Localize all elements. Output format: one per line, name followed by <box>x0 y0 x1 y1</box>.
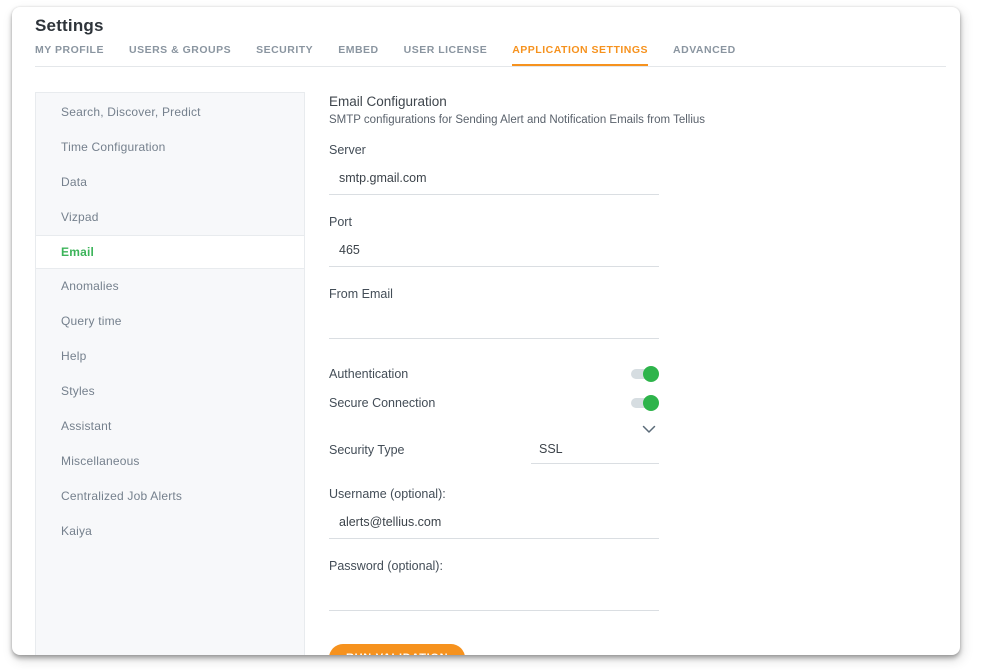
password-input[interactable] <box>329 575 659 611</box>
secure-connection-row: Secure Connection <box>329 388 659 417</box>
tab-application-settings[interactable]: APPLICATION SETTINGS <box>512 42 648 66</box>
settings-body: Search, Discover, Predict Time Configura… <box>12 67 960 655</box>
tab-security[interactable]: SECURITY <box>256 44 314 56</box>
port-label: Port <box>329 215 352 229</box>
authentication-toggle[interactable] <box>631 365 659 382</box>
security-type-label: Security Type <box>329 443 405 457</box>
secure-connection-toggle[interactable] <box>631 394 659 411</box>
sidebar: Search, Discover, Predict Time Configura… <box>35 92 305 655</box>
sidebar-item-vizpad[interactable]: Vizpad <box>61 210 99 224</box>
sidebar-item-data[interactable]: Data <box>61 175 88 189</box>
sidebar-item-time-configuration[interactable]: Time Configuration <box>61 140 166 154</box>
username-input[interactable] <box>329 503 659 539</box>
tab-my-profile[interactable]: MY PROFILE <box>35 44 104 56</box>
authentication-label: Authentication <box>329 366 409 381</box>
sidebar-item-centralized-job-alerts[interactable]: Centralized Job Alerts <box>61 489 183 503</box>
run-validation-button[interactable]: RUN VALIDATION <box>329 644 466 655</box>
from-email-field-group: From Email <box>329 287 659 339</box>
toggle-knob <box>643 365 659 382</box>
server-field-group: Server <box>329 143 659 195</box>
tab-users-groups[interactable]: USERS & GROUPS <box>128 44 232 56</box>
section-subtitle: SMTP configurations for Sending Alert an… <box>329 114 706 126</box>
page-title: Settings <box>35 16 104 35</box>
chevron-down-icon[interactable] <box>642 425 656 434</box>
password-field-group: Password (optional): <box>329 559 659 611</box>
sidebar-item-help[interactable]: Help <box>61 349 87 363</box>
secure-connection-label: Secure Connection <box>329 395 436 410</box>
sidebar-item-miscellaneous[interactable]: Miscellaneous <box>61 454 140 468</box>
tab-embed[interactable]: EMBED <box>338 44 379 56</box>
tab-advanced[interactable]: ADVANCED <box>673 44 736 56</box>
security-type-value: SSL <box>539 442 563 456</box>
tab-user-license[interactable]: USER LICENSE <box>403 44 488 56</box>
username-field-group: Username (optional): <box>329 487 659 539</box>
from-email-label: From Email <box>329 287 393 301</box>
toggle-knob <box>643 394 659 411</box>
from-email-input[interactable] <box>329 303 659 339</box>
security-type-select[interactable]: SSL <box>531 425 659 464</box>
sidebar-item-anomalies[interactable]: Anomalies <box>61 279 119 293</box>
sidebar-item-assistant[interactable]: Assistant <box>61 419 112 433</box>
sidebar-item-query-time[interactable]: Query time <box>61 314 122 328</box>
sidebar-item-styles[interactable]: Styles <box>61 384 95 398</box>
sidebar-item-kaiya[interactable]: Kaiya <box>61 524 93 538</box>
server-label: Server <box>329 143 366 157</box>
tab-bar: MY PROFILE USERS & GROUPS SECURITY EMBED… <box>35 42 946 67</box>
settings-window: Settings MY PROFILE USERS & GROUPS SECUR… <box>12 7 960 655</box>
sidebar-item-email[interactable]: Email <box>36 235 304 269</box>
port-field-group: Port <box>329 215 659 267</box>
password-label: Password (optional): <box>329 559 443 573</box>
email-configuration-panel: Email Configuration SMTP configurations … <box>305 67 960 655</box>
settings-header: Settings MY PROFILE USERS & GROUPS SECUR… <box>12 7 960 67</box>
sidebar-item-search-discover-predict[interactable]: Search, Discover, Predict <box>61 105 201 119</box>
username-label: Username (optional): <box>329 487 446 501</box>
section-title: Email Configuration <box>329 94 447 109</box>
authentication-row: Authentication <box>329 359 659 388</box>
server-input[interactable] <box>329 159 659 195</box>
security-type-row: Security Type SSL <box>329 425 659 464</box>
port-input[interactable] <box>329 231 659 267</box>
